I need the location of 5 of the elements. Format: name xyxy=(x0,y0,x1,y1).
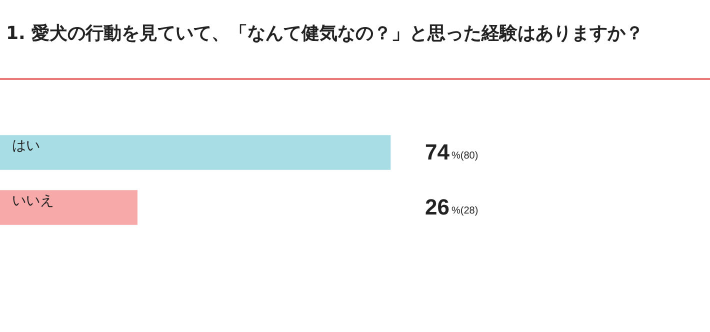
data-label: 26%(28) xyxy=(425,194,478,220)
chart-title: 1. 愛犬の行動を見ていて、「なんて健気なの？」と思った経験はありますか？ xyxy=(0,0,710,80)
y-tick-label: はい xyxy=(12,138,40,154)
y-tick-label: いいえ xyxy=(12,193,54,210)
data-label: 74%(80) xyxy=(425,140,478,165)
